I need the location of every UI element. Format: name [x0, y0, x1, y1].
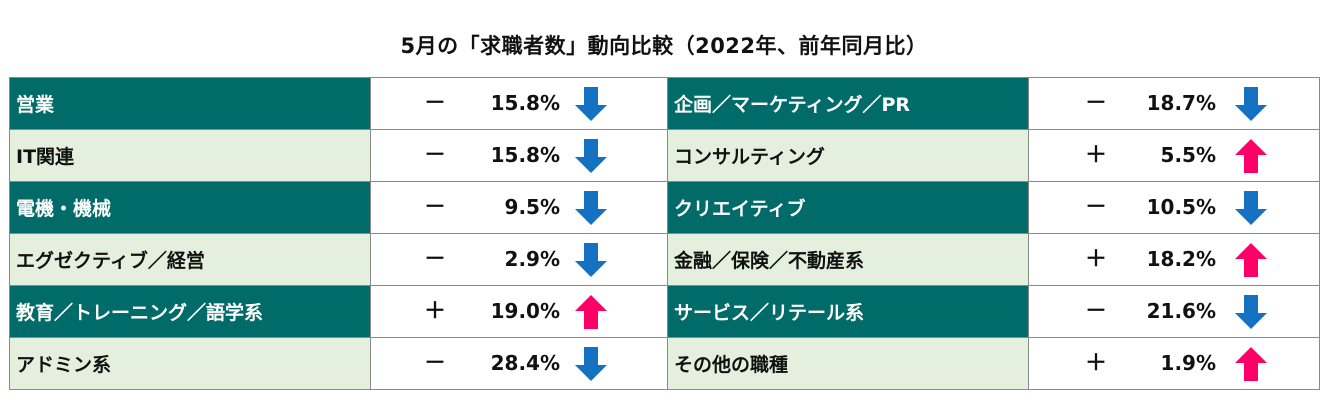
category-name: 教育／トレーニング／語学系: [9, 285, 371, 338]
category-name: その他の職種: [667, 337, 1029, 390]
table-row: 教育／トレーニング／語学系 ＋ 19.0% サービス／リテール系 － 21.6%: [9, 285, 1320, 338]
change-percent: 19.0%: [490, 299, 560, 323]
change-percent: 9.5%: [504, 195, 560, 219]
change-value-cell: ＋ 18.2%: [1028, 233, 1320, 286]
change-percent: 2.9%: [504, 247, 560, 271]
change-value-cell: ＋ 5.5%: [1028, 129, 1320, 182]
arrow-up-icon: [1235, 243, 1267, 277]
category-name: 営業: [9, 77, 371, 130]
category-name: 金融／保険／不動産系: [667, 233, 1029, 286]
change-percent: 5.5%: [1160, 143, 1216, 167]
category-name: アドミン系: [9, 337, 371, 390]
category-name: 電機・機械: [9, 181, 371, 234]
change-percent: 28.4%: [490, 351, 560, 375]
change-value-cell: － 9.5%: [370, 181, 668, 234]
change-percent: 10.5%: [1146, 195, 1216, 219]
change-sign: －: [423, 247, 446, 272]
table-row: アドミン系 － 28.4% その他の職種 ＋ 1.9%: [9, 337, 1320, 390]
change-sign: －: [423, 351, 446, 376]
change-value-cell: － 15.8%: [370, 129, 668, 182]
change-sign: －: [1084, 195, 1107, 220]
change-sign: －: [423, 195, 446, 220]
arrow-down-icon: [1235, 87, 1267, 121]
category-name: エグゼクティブ／経営: [9, 233, 371, 286]
arrow-up-icon: [1235, 139, 1267, 173]
category-name: IT関連: [9, 129, 371, 182]
arrow-down-icon: [1235, 191, 1267, 225]
change-percent: 15.8%: [490, 143, 560, 167]
arrow-up-icon: [575, 295, 607, 329]
category-name: サービス／リテール系: [667, 285, 1029, 338]
change-percent: 18.7%: [1146, 91, 1216, 115]
table-row: 電機・機械 － 9.5% クリエイティブ － 10.5%: [9, 181, 1320, 234]
arrow-down-icon: [575, 347, 607, 381]
table-row: IT関連 － 15.8% コンサルティング ＋ 5.5%: [9, 129, 1320, 182]
change-percent: 18.2%: [1146, 247, 1216, 271]
change-sign: ＋: [1084, 143, 1107, 168]
change-sign: －: [423, 143, 446, 168]
change-sign: －: [1084, 91, 1107, 116]
arrow-down-icon: [1235, 295, 1267, 329]
change-value-cell: － 10.5%: [1028, 181, 1320, 234]
change-value-cell: － 21.6%: [1028, 285, 1320, 338]
change-sign: －: [1084, 299, 1107, 324]
change-percent: 1.9%: [1160, 351, 1216, 375]
table-row: 営業 － 15.8% 企画／マーケティング／PR － 18.7%: [9, 77, 1320, 130]
change-value-cell: － 2.9%: [370, 233, 668, 286]
change-sign: ＋: [1084, 351, 1107, 376]
change-sign: －: [423, 91, 446, 116]
change-percent: 15.8%: [490, 91, 560, 115]
comparison-table: 営業 － 15.8% 企画／マーケティング／PR － 18.7% IT関連 － 15.8% コンサ…: [9, 77, 1320, 390]
change-value-cell: － 15.8%: [370, 77, 668, 130]
arrow-down-icon: [575, 191, 607, 225]
change-value-cell: ＋ 19.0%: [370, 285, 668, 338]
change-value-cell: － 18.7%: [1028, 77, 1320, 130]
change-sign: ＋: [1084, 247, 1107, 272]
category-name: コンサルティング: [667, 129, 1029, 182]
category-name: 企画／マーケティング／PR: [667, 77, 1029, 130]
category-name: クリエイティブ: [667, 181, 1029, 234]
table-row: エグゼクティブ／経営 － 2.9% 金融／保険／不動産系 ＋ 18.2%: [9, 233, 1320, 286]
chart-title: 5月の「求職者数」動向比較（2022年、前年同月比）: [400, 34, 928, 58]
arrow-down-icon: [575, 139, 607, 173]
arrow-down-icon: [575, 87, 607, 121]
arrow-up-icon: [1235, 347, 1267, 381]
change-value-cell: ＋ 1.9%: [1028, 337, 1320, 390]
change-sign: ＋: [423, 299, 446, 324]
change-percent: 21.6%: [1146, 299, 1216, 323]
arrow-down-icon: [575, 243, 607, 277]
change-value-cell: － 28.4%: [370, 337, 668, 390]
